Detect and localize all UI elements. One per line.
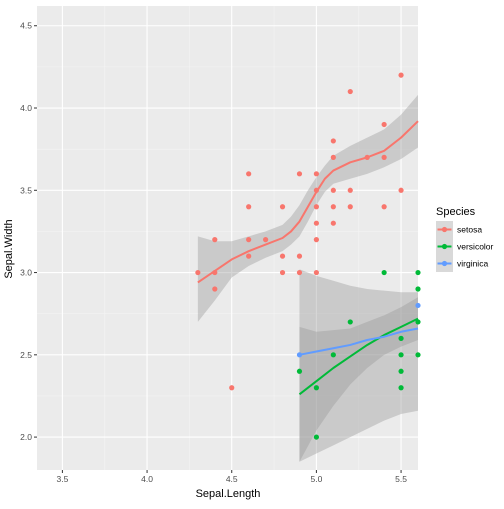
legend-point-virginica	[441, 260, 448, 267]
data-point-setosa	[246, 171, 252, 177]
data-point-virginica	[415, 302, 421, 309]
data-point-versicolor	[415, 319, 421, 325]
major-gridlines	[37, 6, 418, 470]
data-point-setosa	[347, 88, 353, 95]
data-point-setosa	[313, 220, 319, 226]
data-point-setosa	[279, 269, 286, 276]
y-tick-label: 3.5	[20, 185, 32, 195]
data-point-setosa	[212, 269, 218, 276]
data-point-setosa	[364, 154, 370, 160]
data-point-versicolor	[398, 352, 404, 358]
data-point-setosa	[296, 269, 303, 276]
data-points	[195, 72, 421, 440]
data-point-versicolor	[398, 368, 404, 374]
data-point-versicolor	[296, 368, 303, 374]
x-axis-ticks: 3.5 4.0 4.5 5.0 5.5	[56, 470, 407, 484]
y-tick-label: 4.5	[20, 21, 32, 31]
y-tick-label: 4.0	[20, 103, 32, 113]
legend-label-setosa: setosa	[457, 225, 482, 235]
data-point-setosa	[347, 187, 353, 193]
data-point-virginica	[296, 352, 303, 358]
x-tick-label: 5.0	[310, 474, 322, 484]
minor-gridlines	[37, 6, 418, 470]
data-point-setosa	[347, 204, 353, 210]
legend-label-versicolor: versicolor	[457, 242, 494, 252]
legend-point-versicolor	[441, 243, 448, 250]
data-point-setosa	[330, 220, 336, 226]
confidence-band-versicolor	[299, 297, 418, 462]
data-point-setosa	[246, 237, 252, 243]
data-point-versicolor	[313, 434, 319, 440]
x-tick-label: 3.5	[56, 474, 68, 484]
data-point-setosa	[279, 204, 286, 210]
data-point-setosa	[313, 187, 319, 193]
y-tick-label: 3.0	[20, 268, 32, 278]
data-point-setosa	[330, 187, 336, 193]
legend: Species setosa versicolor virginica	[436, 206, 494, 272]
data-point-versicolor	[398, 335, 404, 341]
legend-point-setosa	[441, 226, 448, 233]
x-tick-label: 5.5	[395, 474, 407, 484]
data-point-setosa	[381, 121, 387, 128]
data-point-setosa	[246, 204, 252, 210]
data-point-versicolor	[381, 269, 387, 276]
data-point-setosa	[313, 269, 319, 276]
x-axis-label: Sepal.Length	[196, 488, 261, 500]
data-point-setosa	[330, 204, 336, 210]
y-axis-label: Sepal.Width	[3, 219, 15, 278]
data-point-setosa	[313, 171, 319, 177]
smooth-line-setosa	[197, 120, 419, 284]
legend-label-virginica: virginica	[457, 259, 488, 269]
x-tick-label: 4.0	[141, 474, 153, 484]
data-point-setosa	[398, 187, 404, 193]
data-point-setosa	[296, 253, 303, 259]
data-point-versicolor	[347, 319, 353, 325]
data-point-setosa	[381, 204, 387, 210]
data-point-versicolor	[313, 385, 319, 391]
smooth-lines	[197, 120, 419, 396]
y-axis-ticks: 2.0 2.5 3.0 3.5 4.0 4.5	[20, 21, 37, 442]
data-point-setosa	[195, 269, 201, 276]
data-point-setosa	[381, 154, 387, 160]
axes: 3.5 4.0 4.5 5.0 5.5 2.0 2.5 3.0 3.5 4.0 4.5 Sepal…	[3, 21, 407, 500]
data-point-setosa	[212, 237, 218, 243]
y-tick-label: 2.5	[20, 350, 32, 360]
data-point-versicolor	[398, 385, 404, 391]
data-point-setosa	[229, 385, 235, 391]
data-point-setosa	[296, 171, 303, 177]
data-point-setosa	[313, 237, 319, 243]
legend-title: Species	[436, 206, 476, 218]
data-point-versicolor	[415, 269, 421, 276]
data-point-setosa	[246, 253, 252, 259]
data-point-setosa	[330, 154, 336, 160]
data-point-versicolor	[415, 286, 421, 292]
data-point-setosa	[398, 72, 404, 78]
smooth-line-versicolor	[298, 317, 419, 396]
smooth-line-virginica	[299, 327, 419, 356]
data-point-setosa	[330, 138, 336, 144]
data-point-setosa	[279, 253, 286, 259]
data-point-versicolor	[330, 352, 336, 358]
data-point-setosa	[313, 204, 319, 210]
y-tick-label: 2.0	[20, 432, 32, 442]
x-tick-label: 4.5	[226, 474, 238, 484]
legend-items: setosa versicolor virginica	[436, 221, 494, 272]
data-point-versicolor	[415, 352, 421, 358]
plot-panel	[37, 6, 418, 470]
data-point-setosa	[212, 286, 218, 292]
data-point-setosa	[263, 237, 269, 243]
confidence-band-virginica	[299, 269, 418, 462]
